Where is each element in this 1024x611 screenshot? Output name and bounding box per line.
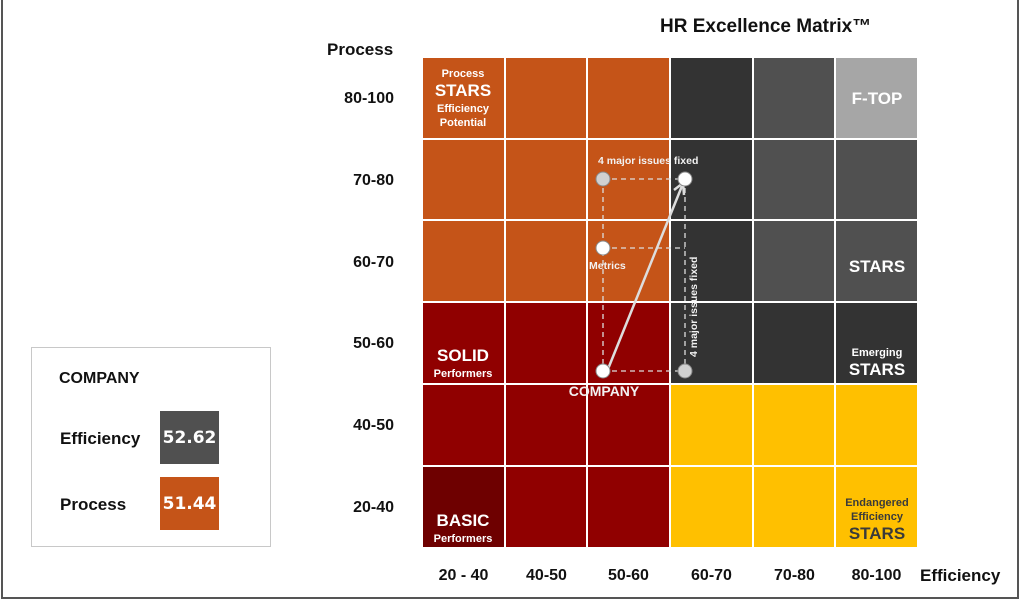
zone-label: Potential bbox=[440, 117, 486, 129]
y-label: 50-60 bbox=[353, 335, 394, 352]
process-value: 51.44 bbox=[160, 477, 219, 530]
matrix-cell bbox=[506, 467, 586, 547]
dashed-guides bbox=[602, 178, 686, 372]
zone-label: STARS bbox=[435, 81, 491, 100]
matrix-cell bbox=[506, 221, 586, 301]
zone-label: Performers bbox=[434, 368, 493, 380]
efficiency-value: 52.62 bbox=[160, 411, 219, 464]
x-label: 20 - 40 bbox=[438, 567, 489, 584]
annotation-top: 4 major issues fixed bbox=[598, 155, 698, 167]
process-label: Process bbox=[60, 495, 127, 514]
matrix-cell bbox=[588, 467, 669, 547]
matrix-cell bbox=[836, 385, 917, 465]
y-label: 40-50 bbox=[353, 417, 394, 434]
slide-frame bbox=[1, 0, 1019, 599]
matrix-cell bbox=[588, 385, 669, 465]
point-metrics bbox=[595, 240, 611, 256]
x-label: 40-50 bbox=[526, 567, 567, 584]
zone-label: Process bbox=[442, 68, 485, 80]
matrix-cell bbox=[506, 303, 586, 383]
x-label: 50-60 bbox=[608, 567, 649, 584]
x-axis-title: Efficiency bbox=[920, 566, 1001, 585]
matrix-cell bbox=[506, 58, 586, 138]
matrix-cell bbox=[588, 221, 669, 301]
annotation-metrics: Metrics bbox=[589, 260, 626, 272]
matrix-cell bbox=[754, 303, 834, 383]
company-panel-title: COMPANY bbox=[59, 370, 140, 387]
matrix-cell bbox=[423, 140, 504, 219]
zone-label: Performers bbox=[434, 533, 493, 545]
zone-label-stars: STARS bbox=[849, 257, 905, 276]
point-company bbox=[595, 363, 611, 379]
point-target bbox=[677, 171, 693, 187]
zone-label: Efficiency bbox=[437, 103, 490, 115]
matrix-cell bbox=[754, 140, 834, 219]
y-label: 80-100 bbox=[344, 90, 394, 107]
matrix-grid bbox=[423, 58, 917, 547]
annotation-vertical: 4 major issues fixed bbox=[688, 257, 700, 357]
matrix-cell bbox=[423, 221, 504, 301]
matrix-cell bbox=[588, 58, 669, 138]
y-axis-title: Process bbox=[327, 40, 394, 59]
matrix-cell bbox=[836, 58, 917, 138]
matrix-cell bbox=[671, 467, 752, 547]
point-start-top bbox=[595, 171, 611, 187]
point-start-right bbox=[677, 363, 693, 379]
matrix-cell bbox=[671, 58, 752, 138]
y-label: 70-80 bbox=[353, 172, 394, 189]
matrix-cell bbox=[836, 221, 917, 301]
zone-label: SOLID bbox=[437, 346, 489, 365]
matrix-cell bbox=[836, 140, 917, 219]
matrix-cell bbox=[754, 58, 834, 138]
matrix-cell bbox=[836, 303, 917, 383]
zone-label-f-top: F-TOP bbox=[852, 89, 903, 108]
zone-label: STARS bbox=[849, 524, 905, 543]
y-label: 20-40 bbox=[353, 499, 394, 516]
zone-label: Efficiency bbox=[851, 511, 904, 523]
company-panel: COMPANY Efficiency 52.62 Process 51.44 bbox=[31, 347, 271, 547]
x-label: 60-70 bbox=[691, 567, 732, 584]
zone-label: BASIC bbox=[437, 511, 490, 530]
matrix-cell bbox=[754, 221, 834, 301]
zone-label: Emerging bbox=[852, 347, 903, 359]
matrix-cell bbox=[506, 385, 586, 465]
zone-label: Endangered bbox=[845, 497, 909, 509]
matrix-cell bbox=[836, 467, 917, 547]
matrix-cell bbox=[754, 385, 834, 465]
efficiency-label: Efficiency bbox=[60, 429, 141, 448]
matrix-cell bbox=[423, 58, 504, 138]
improvement-arrow bbox=[606, 185, 684, 370]
matrix-cell bbox=[671, 385, 752, 465]
matrix-cell bbox=[754, 467, 834, 547]
y-label: 60-70 bbox=[353, 254, 394, 271]
x-label: 70-80 bbox=[774, 567, 815, 584]
x-label: 80-100 bbox=[851, 567, 902, 584]
matrix-cell bbox=[506, 140, 586, 219]
matrix-cell bbox=[423, 467, 504, 547]
matrix-cell bbox=[423, 303, 504, 383]
matrix-cell bbox=[423, 385, 504, 465]
zone-label: STARS bbox=[849, 360, 905, 379]
annotation-company: COMPANY bbox=[569, 383, 640, 399]
matrix-title: HR Excellence Matrix™ bbox=[660, 16, 872, 37]
matrix-cell bbox=[671, 221, 752, 301]
